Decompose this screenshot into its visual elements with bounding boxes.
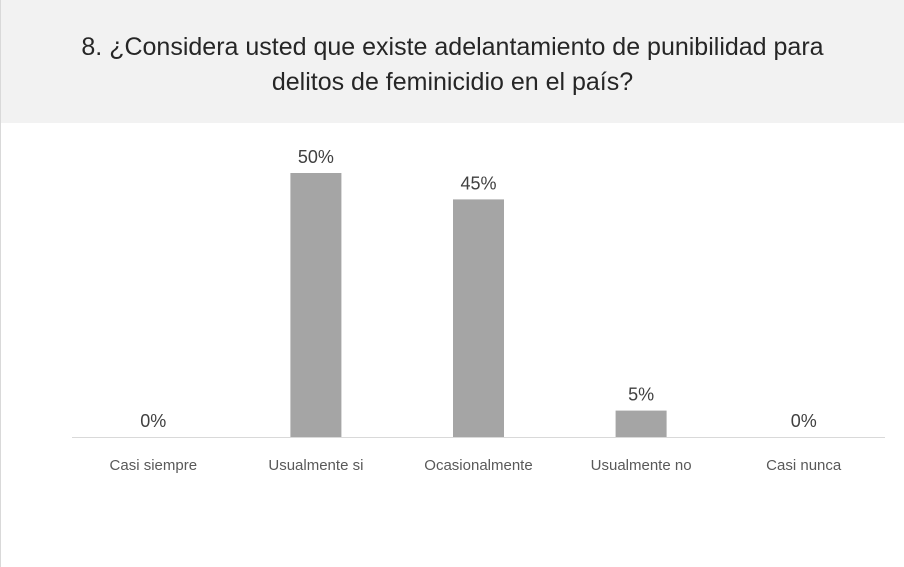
chart-title: 8. ¿Considera usted que existe adelantam… xyxy=(1,30,904,100)
data-label-3: 5% xyxy=(628,385,654,405)
bar-1 xyxy=(290,173,342,437)
data-label-1: 50% xyxy=(298,147,334,167)
category-label-0: Casi siempre xyxy=(110,457,198,474)
title-band xyxy=(1,0,904,123)
data-label-4: 0% xyxy=(791,411,817,431)
category-label-3: Usualmente no xyxy=(591,457,692,474)
bar-3 xyxy=(615,410,667,437)
category-label-4: Casi nunca xyxy=(766,457,842,474)
category-label-1: Usualmente si xyxy=(268,457,363,474)
chart-title-line-1: 8. ¿Considera usted que existe adelantam… xyxy=(81,33,824,61)
data-label-0: 0% xyxy=(140,411,166,431)
chart-title-line-2: delitos de feminicidio en el país? xyxy=(271,68,634,96)
bar-2 xyxy=(453,199,504,437)
data-label-2: 45% xyxy=(460,173,496,193)
category-label-2: Ocasionalmente xyxy=(424,457,532,474)
